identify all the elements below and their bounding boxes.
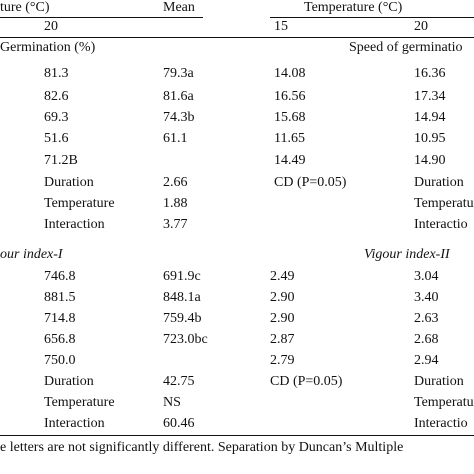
- header-col-15-right: 15: [274, 19, 288, 34]
- cell-r15: 2.79: [270, 353, 295, 368]
- cell-r20: 3.04: [414, 269, 439, 284]
- cd-label-right: Interactio: [414, 217, 468, 232]
- cd-label: Temperature: [44, 395, 115, 410]
- header-temperature-left: ture (°C): [0, 0, 50, 15]
- cell-r15: 14.08: [274, 66, 306, 81]
- cd-label-right: Interactio: [414, 416, 468, 431]
- cell-r20: 3.40: [414, 290, 439, 305]
- cd-label: Interaction: [44, 217, 105, 232]
- cell-r15: 16.56: [274, 89, 306, 104]
- cell-c20: 69.3: [44, 110, 69, 125]
- cell-r15: 11.65: [274, 131, 305, 146]
- cd-label: Duration: [44, 175, 94, 190]
- cd-value: 60.46: [163, 416, 195, 431]
- cell-c20: 746.8: [44, 269, 76, 284]
- cell-r20: 2.94: [414, 353, 439, 368]
- cell-r15: 2.90: [270, 311, 295, 326]
- section2-title-left: our index-I: [0, 247, 63, 262]
- cd-label-right: Duration: [414, 175, 464, 190]
- cd-label-right: Temperatur: [414, 196, 474, 211]
- cell-r20: 2.63: [414, 311, 439, 326]
- header-bottom-rule: [0, 37, 474, 38]
- table-bottom-rule: [0, 435, 474, 436]
- cell-r20: 10.95: [414, 131, 446, 146]
- header-underline-left: [0, 17, 203, 18]
- header-mean: Mean: [163, 0, 195, 15]
- cell-r20: 2.68: [414, 332, 439, 347]
- cell-mean: 79.3a: [163, 66, 194, 81]
- cell-r20: 16.36: [414, 66, 446, 81]
- cd-value: NS: [163, 395, 181, 410]
- header-underline-right: [270, 17, 474, 18]
- cell-mean: 848.1a: [163, 290, 201, 305]
- cd-heading: CD (P=0.05): [274, 175, 347, 190]
- cell-c20: 750.0: [44, 353, 76, 368]
- cd-label-right: Temperatur: [414, 395, 474, 410]
- cd-label: Duration: [44, 374, 94, 389]
- cell-mean: 723.0bc: [163, 332, 208, 347]
- cell-mean: 61.1: [163, 131, 188, 146]
- cell-r15: 14.49: [274, 153, 306, 168]
- cell-c20: 881.5: [44, 290, 76, 305]
- cell-c20: 656.8: [44, 332, 76, 347]
- cd-label-right: Duration: [414, 374, 464, 389]
- cell-r15: 2.90: [270, 290, 295, 305]
- cell-mean: 759.4b: [163, 311, 202, 326]
- cd-value: 42.75: [163, 374, 195, 389]
- cell-mean: 691.9c: [163, 269, 201, 284]
- cell-mean: 81.6a: [163, 89, 194, 104]
- cell-r15: 15.68: [274, 110, 306, 125]
- cd-value: 3.77: [163, 217, 188, 232]
- cell-r15: 2.87: [270, 332, 295, 347]
- cell-r20: 14.90: [414, 153, 446, 168]
- header-col-20-right: 20: [414, 19, 428, 34]
- cell-r20: 14.94: [414, 110, 446, 125]
- section1-title-right: Speed of germinatio: [349, 40, 463, 55]
- section2-title-right: Vigour index-II: [364, 247, 450, 262]
- cd-value: 2.66: [163, 175, 188, 190]
- cell-c20: 81.3: [44, 66, 69, 81]
- cell-c20: 714.8: [44, 311, 76, 326]
- header-temperature-right: Temperature (°C): [304, 0, 403, 15]
- cd-label: Temperature: [44, 196, 115, 211]
- cell-c20: 71.2B: [44, 153, 78, 168]
- cell-c20: 82.6: [44, 89, 69, 104]
- cell-c20: 51.6: [44, 131, 69, 146]
- cd-value: 1.88: [163, 196, 188, 211]
- cell-mean: 74.3b: [163, 110, 195, 125]
- cell-r20: 17.34: [414, 89, 446, 104]
- header-col-20-left: 20: [44, 19, 58, 34]
- cd-heading: CD (P=0.05): [270, 374, 343, 389]
- cd-label: Interaction: [44, 416, 105, 431]
- cell-r15: 2.49: [270, 269, 295, 284]
- section1-title-left: Germination (%): [0, 40, 96, 55]
- table-footnote: e letters are not significantly differen…: [0, 440, 404, 455]
